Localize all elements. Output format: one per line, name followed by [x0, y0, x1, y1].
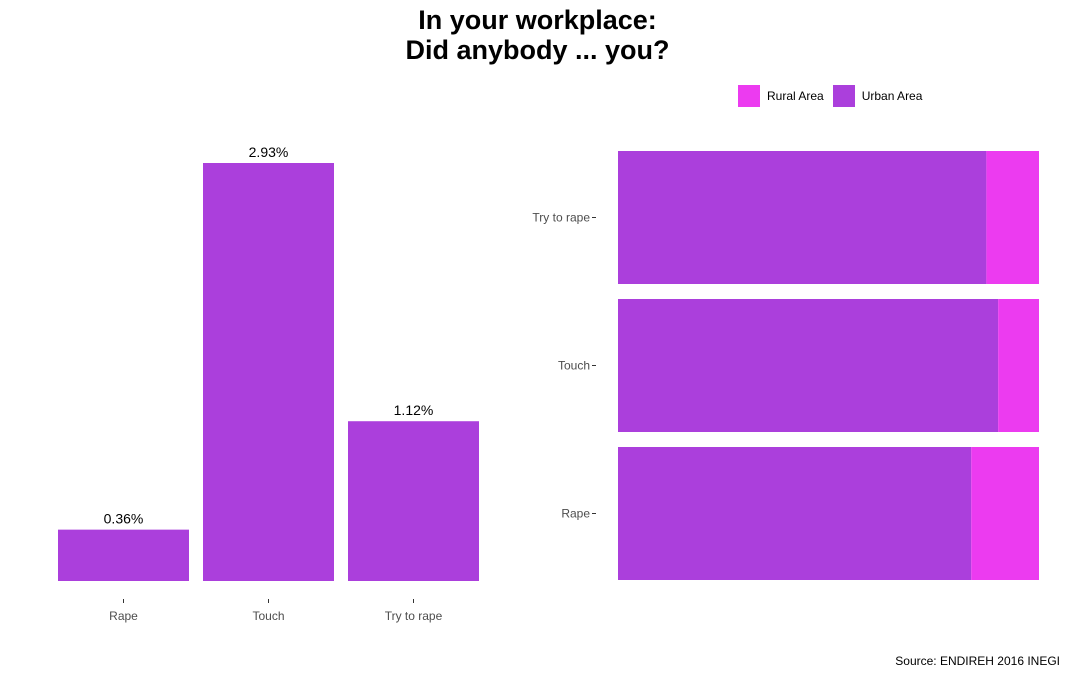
chart-title-line2: Did anybody ... you? [405, 35, 670, 65]
stacked-bar-rural-area-try-to-rape [986, 151, 1039, 284]
bar-rape [58, 529, 189, 581]
y-tick-label-touch: Touch [558, 359, 590, 373]
x-tick-label-rape: Rape [109, 609, 138, 623]
y-tick-label-rape: Rape [561, 507, 590, 521]
stacked-bar-rural-area-rape [971, 447, 1039, 580]
bar-touch [203, 163, 334, 581]
x-tick-label-touch: Touch [252, 609, 284, 623]
stacked-bar-rural-area-touch [998, 299, 1039, 432]
legend-label-urban: Urban Area [861, 89, 923, 103]
legend-label-rural: Rural Area [767, 89, 824, 103]
data-label-touch: 2.93% [249, 144, 289, 160]
stacked-bar-urban-area-try-to-rape [618, 151, 987, 284]
legend-swatch-urban [832, 85, 855, 107]
stacked-bar-urban-area-touch [618, 299, 999, 432]
legend-swatch-rural [738, 85, 760, 107]
legend: Rural Area Urban Area [738, 85, 931, 107]
data-label-rape: 0.36% [104, 511, 144, 527]
source-caption: Source: ENDIREH 2016 INEGI [895, 654, 1060, 668]
legend-item-rural: Rural Area [738, 85, 824, 107]
chart-title-line1: In your workplace: [418, 5, 657, 35]
y-tick-label-try-to-rape: Try to rape [532, 211, 590, 225]
x-tick-label-try-to-rape: Try to rape [385, 609, 443, 623]
bar-try-to-rape [348, 421, 479, 581]
data-label-try-to-rape: 1.12% [394, 402, 434, 418]
legend-item-urban: Urban Area [832, 85, 923, 107]
stacked-bar-urban-area-rape [618, 447, 972, 580]
